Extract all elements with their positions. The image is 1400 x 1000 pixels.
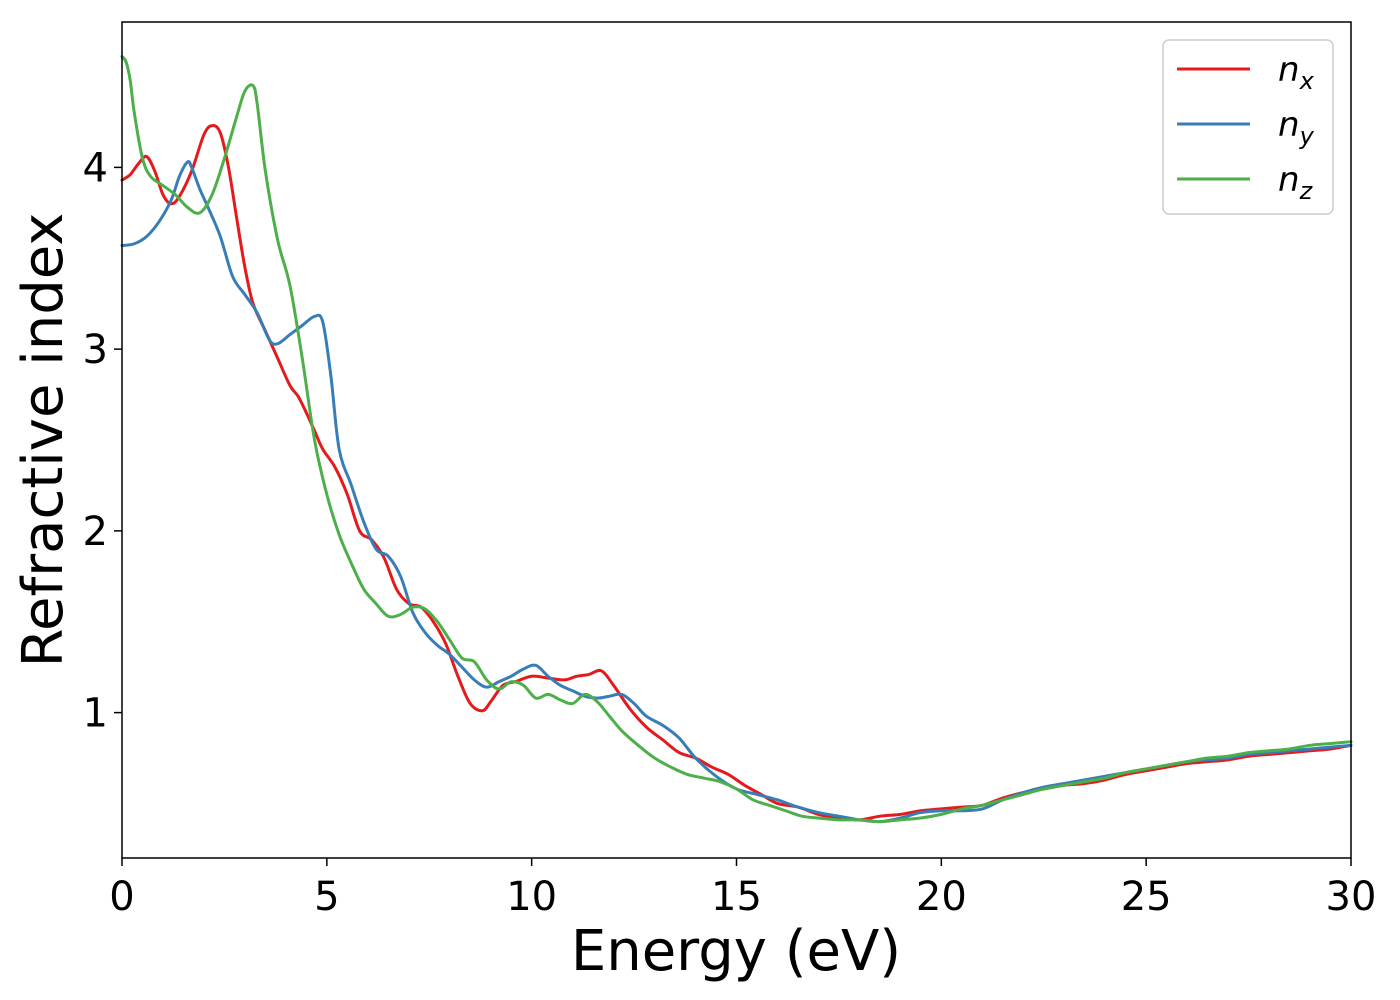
x-tick-label: 10 (506, 874, 557, 920)
series-layer (120, 55, 1353, 824)
series-line-z (120, 55, 1353, 824)
x-tick-label: 25 (1121, 874, 1172, 920)
legend-items: nx ny nz (1177, 50, 1315, 205)
legend-label-z: nz (1278, 160, 1314, 205)
y-tick-label: 2 (83, 509, 108, 555)
y-axis-ticks: 1 2 3 4 (83, 145, 122, 737)
y-axis-title: Refractive index (11, 213, 76, 668)
y-tick-label: 3 (83, 327, 108, 373)
x-tick-label: 15 (711, 874, 762, 920)
legend-label-x: nx (1278, 50, 1315, 95)
x-axis-title: Energy (eV) (571, 919, 901, 984)
y-tick-label: 4 (83, 145, 108, 191)
series-line-y (120, 160, 1353, 824)
x-axis-ticks: 0 5 10 15 20 25 30 (109, 858, 1376, 920)
legend-box (1162, 39, 1334, 215)
x-tick-label: 5 (314, 874, 339, 920)
x-tick-label: 0 (109, 874, 134, 920)
legend: nx ny nz (1162, 39, 1334, 215)
y-tick-label: 1 (83, 691, 108, 737)
legend-label-y: ny (1278, 105, 1315, 150)
x-tick-label: 20 (916, 874, 967, 920)
x-tick-label: 30 (1326, 874, 1377, 920)
